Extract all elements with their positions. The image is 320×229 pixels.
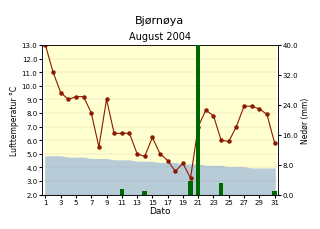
Y-axis label: Lufttemperatur °C: Lufttemperatur °C xyxy=(10,85,19,155)
Text: Bjørnøya: Bjørnøya xyxy=(135,16,185,26)
Bar xyxy=(272,191,277,195)
Y-axis label: Nedør (mm): Nedør (mm) xyxy=(301,97,310,143)
Bar xyxy=(142,191,147,195)
Text: August 2004: August 2004 xyxy=(129,32,191,42)
X-axis label: Dato: Dato xyxy=(149,206,171,215)
Bar xyxy=(219,183,223,195)
Bar xyxy=(188,182,193,195)
Bar xyxy=(196,46,201,195)
Bar xyxy=(119,189,124,195)
